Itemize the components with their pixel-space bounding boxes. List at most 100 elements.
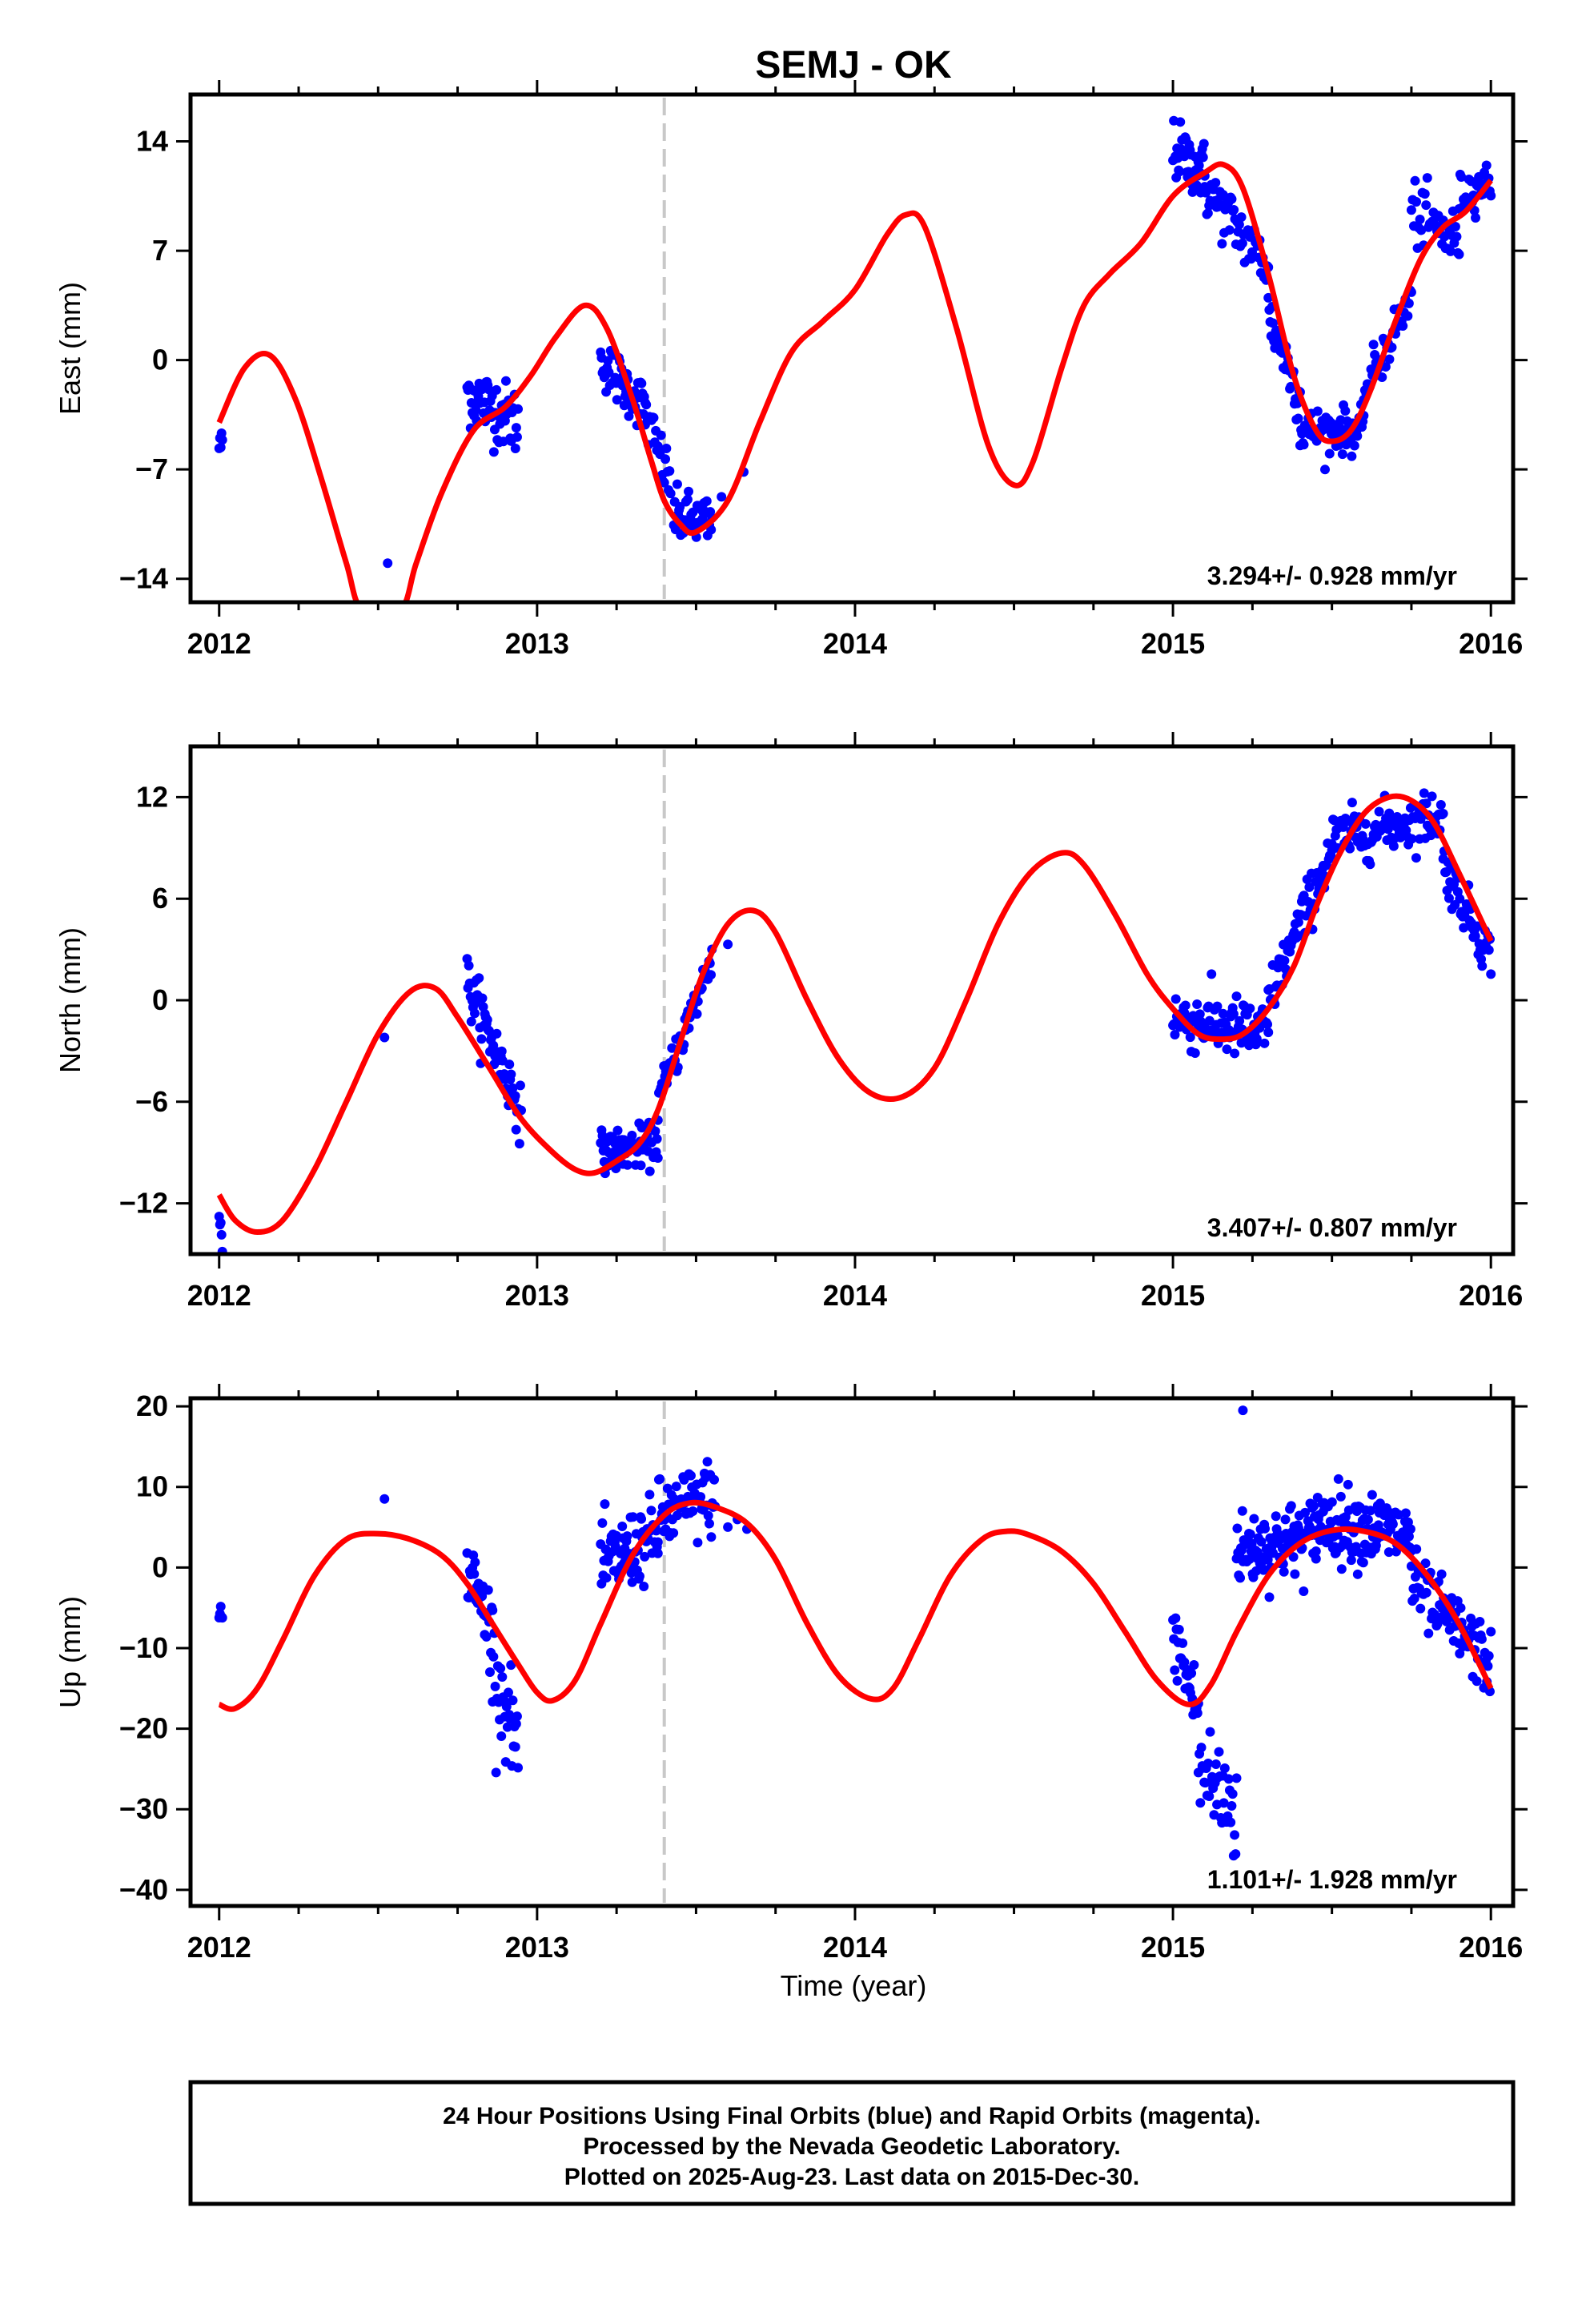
east-data-point xyxy=(1263,292,1274,303)
east-data-point xyxy=(217,435,227,445)
east-data-point xyxy=(1335,422,1345,432)
north-data-point xyxy=(1293,917,1303,927)
up-data-point xyxy=(1271,1511,1281,1522)
up-data-point xyxy=(1484,1651,1494,1661)
up-data-point xyxy=(672,1510,682,1521)
up-data-point xyxy=(1223,1774,1234,1784)
east-data-point xyxy=(1340,406,1351,416)
north-data-point xyxy=(1459,923,1469,933)
east-rate-annotation: 3.294+/- 0.928 mm/yr xyxy=(1207,561,1457,590)
east-data-point xyxy=(665,466,675,476)
east-data-point xyxy=(1486,191,1496,201)
up-y-tick-label: 10 xyxy=(136,1470,168,1503)
up-data-point xyxy=(470,1557,480,1567)
up-data-point xyxy=(488,1605,498,1615)
north-data-point xyxy=(476,1034,487,1044)
up-data-point xyxy=(496,1731,507,1741)
north-y-tick-label: 6 xyxy=(152,882,168,915)
north-data-point xyxy=(215,1217,226,1228)
east-data-point xyxy=(661,454,671,464)
north-data-point xyxy=(514,1139,524,1149)
up-data-point xyxy=(696,1492,706,1502)
up-data-point xyxy=(1299,1586,1309,1597)
up-data-point xyxy=(512,1711,522,1722)
east-data-point xyxy=(636,378,647,388)
up-data-point xyxy=(1476,1634,1487,1644)
north-data-point xyxy=(1484,945,1494,955)
east-data-point xyxy=(1454,249,1464,259)
east-data-point xyxy=(1324,448,1335,459)
east-data-point xyxy=(1337,449,1347,460)
up-x-tick-label: 2016 xyxy=(1459,1931,1523,1964)
east-data-point xyxy=(215,442,226,452)
up-rate-annotation: 1.101+/- 1.928 mm/yr xyxy=(1207,1865,1457,1894)
up-data-point xyxy=(704,1518,714,1529)
up-data-point xyxy=(1420,1558,1431,1569)
east-plot-area xyxy=(214,115,1496,602)
up-y-tick-label: −40 xyxy=(119,1873,168,1906)
east-data-point xyxy=(512,432,522,442)
east-data-point xyxy=(1229,204,1239,215)
north-data-point xyxy=(1421,798,1431,809)
up-data-point xyxy=(1327,1497,1337,1507)
north-data-point xyxy=(1207,969,1217,979)
east-data-point xyxy=(510,443,520,453)
north-data-point xyxy=(612,1125,623,1136)
up-data-point xyxy=(1231,1849,1241,1860)
up-data-point xyxy=(1411,1544,1422,1554)
east-data-point xyxy=(641,400,652,410)
up-data-point xyxy=(640,1551,650,1562)
up-data-point xyxy=(652,1537,663,1547)
panel-east: 2012 2013 2014 2015 2016 −14 −7 0 7 14 East (mm) 3.… xyxy=(54,80,1528,660)
up-data-point xyxy=(513,1763,524,1773)
north-data-point xyxy=(1438,808,1448,818)
east-data-point xyxy=(1199,139,1209,149)
north-data-point xyxy=(1472,921,1483,931)
east-data-point xyxy=(1406,205,1416,215)
north-data-point xyxy=(1411,853,1421,863)
up-data-point xyxy=(1363,1514,1373,1525)
footer-line-3: Plotted on 2025-Aug-23. Last data on 201… xyxy=(564,2164,1140,2190)
east-data-point xyxy=(1347,451,1357,461)
up-data-point xyxy=(1235,1573,1246,1583)
east-x-tick-label: 2015 xyxy=(1141,627,1205,660)
east-data-point xyxy=(1456,172,1467,183)
up-data-point xyxy=(1172,1675,1182,1686)
up-data-point xyxy=(1486,1626,1496,1637)
up-data-point xyxy=(1170,1665,1180,1675)
up-data-point xyxy=(1237,1506,1247,1516)
up-data-point xyxy=(1260,1523,1271,1534)
up-data-point xyxy=(1290,1569,1300,1579)
up-data-point xyxy=(1421,1587,1431,1598)
up-data-point xyxy=(1405,1524,1415,1534)
north-data-point xyxy=(1190,1048,1200,1059)
north-x-tick-label: 2012 xyxy=(187,1279,251,1312)
north-data-point xyxy=(508,1083,518,1093)
up-data-point xyxy=(484,1667,495,1677)
north-data-point xyxy=(1374,806,1384,817)
east-data-point xyxy=(1293,413,1303,424)
north-data-point xyxy=(1304,882,1315,892)
up-data-point xyxy=(1475,1616,1485,1626)
up-data-point xyxy=(1230,1830,1240,1840)
up-data-point xyxy=(1219,1798,1229,1808)
north-data-point xyxy=(504,1059,515,1070)
north-data-point xyxy=(1192,999,1203,1010)
up-data-point xyxy=(617,1521,628,1531)
up-data-point xyxy=(1174,1624,1184,1634)
up-data-point xyxy=(644,1490,655,1500)
up-data-point xyxy=(508,1695,518,1706)
up-data-point xyxy=(502,1722,512,1732)
up-data-point xyxy=(1186,1668,1197,1679)
east-data-point xyxy=(1471,212,1481,223)
up-data-point xyxy=(497,1672,508,1683)
up-data-point xyxy=(1280,1514,1291,1525)
up-data-point xyxy=(1423,1628,1434,1638)
up-data-point xyxy=(1383,1547,1394,1558)
east-data-point xyxy=(383,558,393,569)
north-data-point xyxy=(1259,1038,1270,1048)
east-y-axis-label: East (mm) xyxy=(54,282,86,415)
north-x-tick-label: 2016 xyxy=(1459,1279,1523,1312)
east-frame xyxy=(188,92,1516,605)
up-data-point xyxy=(215,1602,226,1612)
